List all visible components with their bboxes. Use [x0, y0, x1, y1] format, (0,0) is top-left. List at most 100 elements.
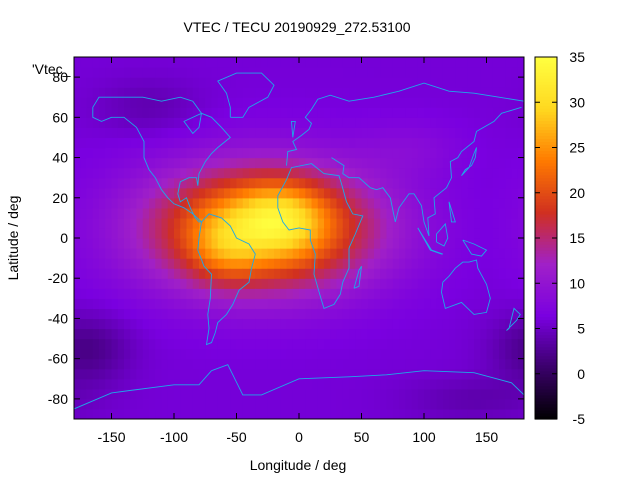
- heatmap-cell: [492, 227, 500, 239]
- heatmap-cell: [286, 77, 294, 88]
- coastline: [286, 82, 524, 166]
- heatmap-cell: [230, 388, 238, 400]
- heatmap-cell: [292, 288, 300, 299]
- heatmap-cell: [205, 137, 213, 149]
- heatmap-cell: [480, 157, 488, 169]
- heatmap-cell: [111, 177, 119, 189]
- heatmap-cell: [367, 97, 375, 108]
- heatmap-cell: [224, 147, 231, 159]
- heatmap-cell: [111, 67, 119, 78]
- heatmap-cell: [424, 107, 431, 118]
- colorbar-segment: [535, 141, 557, 146]
- heatmap-cell: [424, 318, 431, 330]
- heatmap-cell: [380, 67, 388, 78]
- heatmap-cell: [117, 258, 125, 269]
- heatmap-cell: [124, 358, 131, 370]
- heatmap-cell: [167, 87, 175, 98]
- heatmap-cell: [442, 278, 450, 289]
- heatmap-cell: [80, 368, 88, 380]
- heatmap-cell: [292, 298, 300, 309]
- heatmap-cell: [449, 127, 456, 139]
- heatmap-cell: [142, 217, 150, 229]
- heatmap-cell: [249, 378, 256, 390]
- heatmap-cell: [355, 298, 363, 309]
- heatmap-cell: [130, 378, 138, 390]
- heatmap-cell: [230, 348, 238, 360]
- heatmap-cell: [411, 157, 419, 169]
- heatmap-cell: [374, 328, 381, 340]
- heatmap-cell: [267, 57, 275, 68]
- heatmap-cell: [411, 308, 419, 320]
- heatmap-cell: [124, 197, 131, 209]
- heatmap-cell: [99, 117, 106, 128]
- heatmap-cell: [336, 368, 344, 380]
- heatmap-cell: [474, 338, 481, 350]
- heatmap-cell: [430, 167, 438, 179]
- heatmap-cell: [299, 328, 306, 340]
- heatmap-cell: [142, 268, 150, 279]
- heatmap-cell: [317, 77, 325, 88]
- heatmap-cell: [467, 57, 475, 68]
- heatmap-cell: [317, 398, 325, 410]
- heatmap-cell: [192, 278, 200, 289]
- heatmap-cell: [80, 318, 88, 330]
- heatmap-cell: [411, 217, 419, 229]
- heatmap-cell: [230, 358, 238, 370]
- heatmap-cell: [217, 398, 225, 410]
- heatmap-cell: [286, 378, 294, 390]
- heatmap-cell: [155, 408, 163, 419]
- heatmap-cell: [430, 127, 438, 139]
- heatmap-cell: [274, 408, 281, 419]
- heatmap-cell: [292, 97, 300, 108]
- heatmap-cell: [299, 248, 306, 259]
- heatmap-cell: [486, 338, 494, 350]
- heatmap-cell: [399, 408, 406, 419]
- heatmap-cell: [274, 288, 281, 299]
- y-tick-label: 0: [60, 230, 68, 246]
- heatmap-cell: [267, 187, 275, 199]
- heatmap-cell: [424, 408, 431, 419]
- heatmap-cell: [174, 338, 181, 350]
- heatmap-cell: [242, 217, 250, 229]
- heatmap-cell: [92, 238, 100, 249]
- heatmap-cell: [405, 77, 413, 88]
- heatmap-cell: [186, 368, 194, 380]
- heatmap-cell: [211, 348, 219, 360]
- heatmap-cell: [186, 298, 194, 309]
- heatmap-cell: [199, 258, 206, 269]
- heatmap-cell: [211, 358, 219, 370]
- heatmap-cell: [142, 308, 150, 320]
- heatmap-cell: [130, 288, 138, 299]
- heatmap-cell: [317, 268, 325, 279]
- heatmap-cell: [436, 157, 444, 169]
- heatmap-cell: [449, 197, 456, 209]
- heatmap-cell: [142, 127, 150, 139]
- heatmap-cell: [442, 187, 450, 199]
- heatmap-cell: [124, 268, 131, 279]
- heatmap-cell: [192, 77, 200, 88]
- heatmap-cell: [392, 167, 400, 179]
- heatmap-cell: [205, 77, 213, 88]
- heatmap-cell: [92, 67, 100, 78]
- heatmap-cell: [180, 368, 188, 380]
- heatmap-cell: [86, 298, 94, 309]
- heatmap-cell: [499, 227, 506, 239]
- heatmap-cell: [161, 207, 169, 219]
- heatmap-cell: [492, 97, 500, 108]
- heatmap-cell: [342, 328, 350, 340]
- heatmap-cell: [424, 137, 431, 149]
- heatmap-cell: [124, 117, 131, 128]
- colorbar-tick-label: 5: [577, 321, 585, 337]
- heatmap-cell: [305, 248, 313, 259]
- heatmap-cell: [467, 67, 475, 78]
- heatmap-cell: [267, 288, 275, 299]
- heatmap-cell: [480, 77, 488, 88]
- heatmap-cell: [317, 147, 325, 159]
- heatmap-cell: [217, 338, 225, 350]
- colorbar-segment: [535, 204, 557, 209]
- heatmap-cell: [430, 147, 438, 159]
- heatmap-cell: [280, 207, 288, 219]
- heatmap-cell: [349, 378, 356, 390]
- heatmap-cell: [130, 167, 138, 179]
- heatmap-cell: [305, 227, 313, 239]
